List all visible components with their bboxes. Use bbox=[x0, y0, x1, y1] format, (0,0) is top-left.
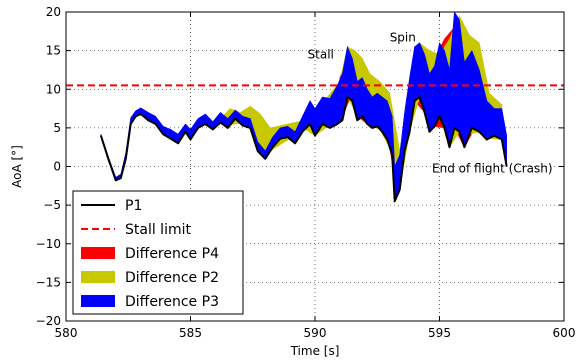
annotation: Stall bbox=[308, 47, 334, 61]
legend-label: Stall limit bbox=[125, 222, 191, 238]
y-tick-label: 15 bbox=[46, 44, 61, 58]
x-axis-label: Time [s] bbox=[290, 344, 340, 358]
legend-swatch bbox=[81, 295, 115, 307]
y-tick-label: 5 bbox=[53, 121, 61, 135]
y-tick-label: −20 bbox=[36, 314, 61, 328]
legend-swatch bbox=[81, 271, 115, 283]
y-tick-label: −10 bbox=[36, 237, 61, 251]
annotation: Spin bbox=[390, 30, 416, 44]
x-tick-label: 600 bbox=[553, 326, 576, 340]
series-layer bbox=[66, 12, 564, 203]
x-tick-label: 595 bbox=[428, 326, 451, 340]
y-tick-label: 10 bbox=[46, 82, 61, 96]
y-tick-label: −5 bbox=[43, 198, 61, 212]
y-tick-label: −15 bbox=[36, 275, 61, 289]
legend: P1 Stall limit Difference P4 Difference P2 D… bbox=[72, 190, 244, 315]
x-tick-label: 585 bbox=[179, 326, 202, 340]
legend-swatch bbox=[81, 247, 115, 259]
y-axis-label: AoA [°] bbox=[10, 145, 24, 188]
legend-label: Difference P4 bbox=[125, 246, 219, 262]
legend-label: Difference P2 bbox=[125, 270, 219, 286]
annotations: Stall Spin End of flight (Crash) bbox=[308, 30, 553, 175]
series-line-p1 bbox=[99, 96, 508, 203]
annotation: End of flight (Crash) bbox=[432, 162, 553, 176]
legend-label: P1 bbox=[125, 198, 142, 214]
y-tick-label: 20 bbox=[46, 5, 61, 19]
legend-label: Difference P3 bbox=[125, 294, 219, 310]
x-tick-label: 580 bbox=[55, 326, 78, 340]
legend-box bbox=[72, 190, 244, 315]
ticks: 580 585 590 595 600 −20 −15 −10 −5 0 5 10 15 20 bbox=[36, 5, 576, 340]
y-tick-label: 0 bbox=[53, 160, 61, 174]
x-tick-label: 590 bbox=[304, 326, 327, 340]
